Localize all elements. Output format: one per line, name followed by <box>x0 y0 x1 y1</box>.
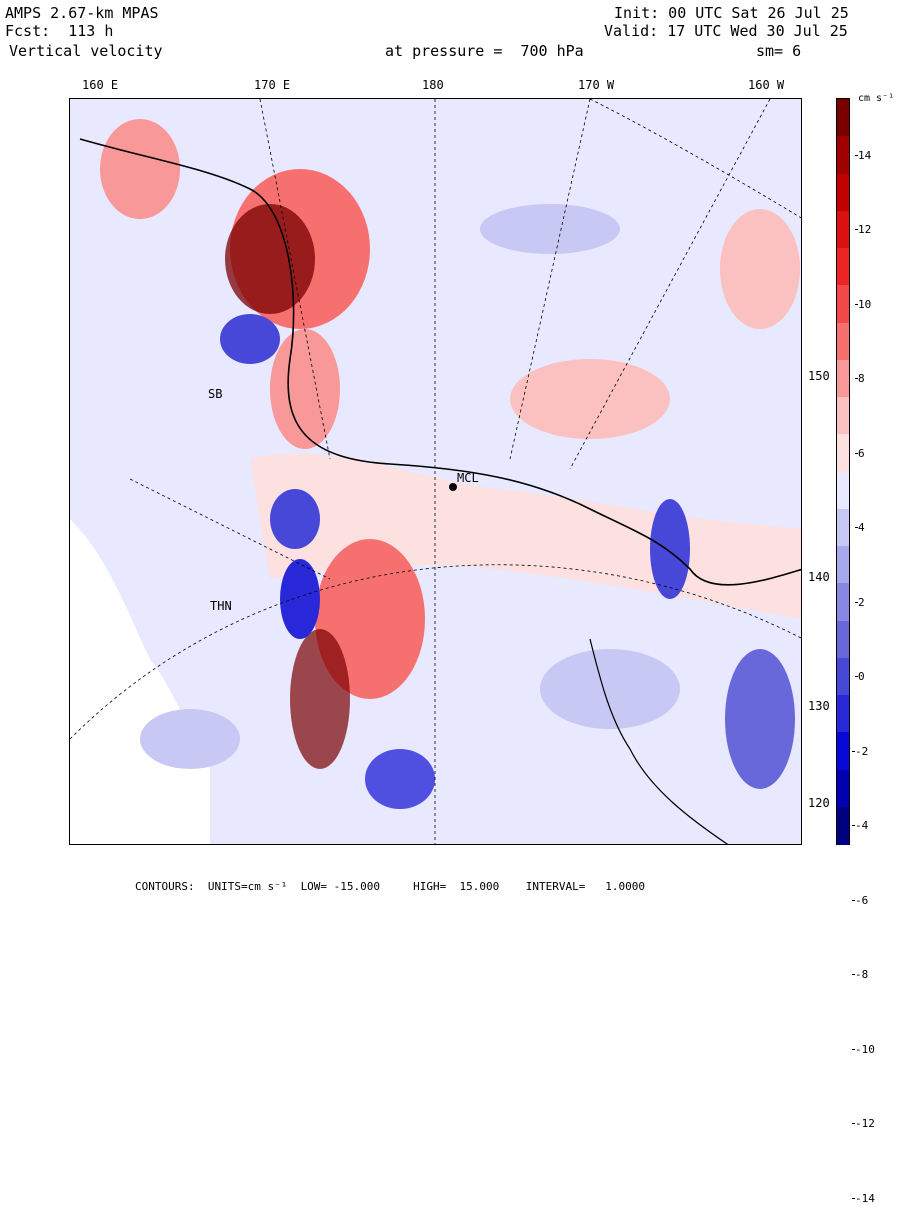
station-label: MCL <box>457 471 479 485</box>
colorbar-tick-label: -4 <box>851 819 869 833</box>
coastline <box>589 638 729 844</box>
colorbar-cell <box>837 546 849 584</box>
upward-motion-area <box>720 209 800 329</box>
colorbar-cell <box>837 285 849 323</box>
meridian-170e <box>259 99 331 460</box>
lon-label-180: 180 <box>422 78 444 92</box>
graticule <box>70 99 801 844</box>
colorbar-cell <box>837 322 849 361</box>
colorbar-tick-label: 4 <box>855 521 865 535</box>
contour-info: CONTOURS: UNITS=cm s⁻¹ LOW= -15.000 HIGH… <box>135 880 645 893</box>
colorbar-cell <box>837 397 849 435</box>
colorbar-cell <box>837 359 849 398</box>
strong-updraft <box>290 629 350 769</box>
meridian-160e <box>129 478 331 580</box>
site-label: SB <box>208 387 223 401</box>
coastline <box>79 138 801 586</box>
downward-motion-area <box>365 749 435 809</box>
colorbar-tick-label: 12 <box>854 223 872 237</box>
station-marker <box>449 483 457 491</box>
forecast-hour: Fcst: 113 h <box>5 22 114 40</box>
colorbar-tick-label: 10 <box>854 297 872 311</box>
colorbar-cell <box>837 471 849 510</box>
downward-motion-area <box>220 314 280 364</box>
colorbar-cell <box>837 173 849 212</box>
colorbar-cell <box>837 695 849 733</box>
vertical-velocity-map <box>70 99 801 844</box>
meridian-160w <box>569 99 771 470</box>
init-time: Init: 00 UTC Sat 26 Jul 25 <box>614 4 849 22</box>
colorbar-tick-label: -2 <box>851 744 869 758</box>
meridian-170w <box>509 99 591 460</box>
colorbar-cell <box>837 583 849 621</box>
colorbar-cell <box>837 210 849 249</box>
downward-motion-area <box>650 499 690 599</box>
colorbar-cell <box>837 620 849 659</box>
colorbar-tick-label: -12 <box>852 1117 875 1131</box>
colorbar-cell <box>837 248 849 286</box>
colorbar-cell <box>837 657 849 696</box>
colorbar-cell <box>837 99 849 137</box>
colorbar-tick-label: 14 <box>854 148 872 162</box>
colorbar-tick-label: 8 <box>855 372 865 386</box>
site-label: THN <box>210 599 232 613</box>
model-title: AMPS 2.67-km MPAS <box>5 4 159 22</box>
colorbar-cell <box>837 508 849 547</box>
downward-motion-area <box>540 649 680 729</box>
colorbar-tick-label: -14 <box>852 1191 875 1205</box>
field-name: Vertical velocity <box>9 42 163 60</box>
downward-motion-area <box>280 559 320 639</box>
downward-motion-area <box>480 204 620 254</box>
lon-label-170e: 170 E <box>254 78 291 92</box>
colorbar-tick-label: 6 <box>855 446 865 460</box>
lon-label-170w: 170 W <box>578 78 615 92</box>
colorbar-units: cm s⁻¹ <box>858 93 895 104</box>
upward-motion-area <box>270 329 340 449</box>
pressure-level: at pressure = 700 hPa <box>385 42 584 60</box>
colorbar-cell <box>837 732 849 770</box>
colorbar-cell <box>837 434 849 472</box>
upward-motion-area <box>100 119 180 219</box>
downward-motion-area <box>725 649 795 789</box>
colorbar-tick-label: -6 <box>851 893 869 907</box>
valid-time: Valid: 17 UTC Wed 30 Jul 25 <box>604 22 848 40</box>
colorbar-cell <box>837 136 849 174</box>
colorbar-tick-label: 0 <box>855 670 865 684</box>
downward-motion-area <box>270 489 320 549</box>
downward-motion-area <box>140 709 240 769</box>
map-plot: MCL SB THN <box>69 98 802 845</box>
colorbar-tick-label: -8 <box>851 968 869 982</box>
lon-label-160w: 160 W <box>748 78 785 92</box>
strong-updraft <box>225 204 315 314</box>
colorbar-cell <box>837 769 849 808</box>
lon-label-160e: 160 E <box>82 78 119 92</box>
colorbar-cell <box>837 806 849 845</box>
colorbar-tick-label: 2 <box>855 595 865 609</box>
colorbar <box>836 98 850 845</box>
upward-motion-area <box>510 359 670 439</box>
colorbar-tick-label: -10 <box>852 1042 875 1056</box>
smoothing-value: sm= 6 <box>756 42 802 60</box>
